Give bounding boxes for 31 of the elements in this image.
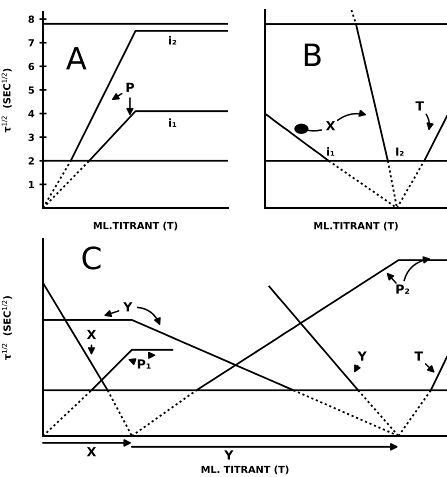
annotation: P₁ <box>138 359 151 369</box>
y-tick-label: 2 <box>28 157 34 164</box>
y-tick-label: 3 <box>28 134 34 141</box>
annotation: X <box>326 121 336 130</box>
annotation: P₂ <box>396 284 410 294</box>
series-label: i₂ <box>169 36 176 45</box>
annotation: T <box>414 352 423 361</box>
y-tick-label: 6 <box>28 62 34 70</box>
series-label: I₂ <box>396 148 404 156</box>
x-axis-title: ML. TITRANT (T) <box>202 466 288 474</box>
annotation: X <box>86 330 96 339</box>
x-axis-title: ML.TITRANT (T) <box>94 222 178 230</box>
text: B <box>304 44 321 66</box>
x-axis-title: ML.TITRANT (T) <box>314 222 398 231</box>
y-tick-label: 4 <box>28 110 34 118</box>
y-tick-label: 8 <box>28 16 34 23</box>
annotation: Y <box>358 352 367 361</box>
text: A <box>66 47 86 70</box>
annotation: P <box>126 82 134 92</box>
series-label: i₁ <box>169 118 176 127</box>
series-label: i₁ <box>327 147 334 156</box>
y-tick-label: 7 <box>28 39 34 46</box>
y-tick-label: 1 <box>29 180 34 188</box>
text: Y <box>224 450 234 460</box>
text: X <box>86 447 96 456</box>
chart-title: C <box>82 246 100 270</box>
text: τ$^{1/2}$ (SEC$^{1/2}$) <box>2 68 12 132</box>
text: τ$^{1/2}$ (SEC$^{1/2}$) <box>2 296 12 360</box>
annotation: Y <box>123 302 132 312</box>
y-tick-label: 5 <box>28 86 34 94</box>
annotation: T <box>415 101 424 110</box>
